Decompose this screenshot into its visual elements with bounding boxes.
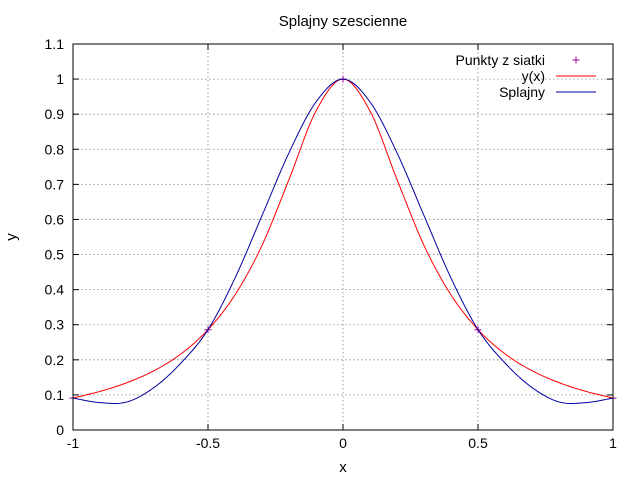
y-tick-label: 0.5	[45, 247, 65, 263]
x-tick-labels: -1 -0.5 0 0.5 1	[67, 435, 617, 451]
x-axis-label: x	[339, 459, 347, 476]
y-tick-label: 0.7	[45, 176, 65, 192]
y-tick-label: 0.3	[45, 317, 65, 333]
y-tick-label: 1.1	[45, 36, 65, 52]
chart-title: Splajny szescienne	[279, 13, 407, 30]
y-tick-label: 0.2	[45, 352, 65, 368]
x-tick-label: 0	[339, 435, 347, 451]
legend-label: Splajny	[499, 84, 545, 100]
legend-item: y(x)	[522, 68, 596, 84]
series-line-y-x-	[72, 78, 614, 399]
x-tick-label: 0.5	[468, 435, 488, 451]
grid	[73, 44, 613, 430]
legend-label: y(x)	[522, 68, 545, 84]
y-tick-label: 1	[56, 71, 64, 87]
x-tick-label: -1	[67, 435, 80, 451]
y-tick-label: 0.9	[45, 106, 65, 122]
legend-item: Splajny	[499, 84, 596, 100]
y-tick-label: 0.6	[45, 211, 65, 227]
legend-item: Punkty z siatki	[456, 52, 580, 68]
y-tick-label: 0.1	[45, 387, 65, 403]
y-tick-label: 0	[56, 422, 64, 438]
legend-label: Punkty z siatki	[456, 52, 545, 68]
series-line-splajny	[72, 78, 614, 404]
x-tick-label: 1	[609, 435, 617, 451]
y-axis-label: y	[3, 233, 20, 241]
y-tick-labels: 0 0.1 0.2 0.3 0.4 0.5 0.6 0.7 0.8 0.9 1 1.1	[45, 36, 65, 438]
tick-marks	[72, 43, 614, 431]
y-tick-label: 0.4	[45, 282, 65, 298]
x-tick-label: -0.5	[196, 435, 220, 451]
y-tick-label: 0.8	[45, 141, 65, 157]
